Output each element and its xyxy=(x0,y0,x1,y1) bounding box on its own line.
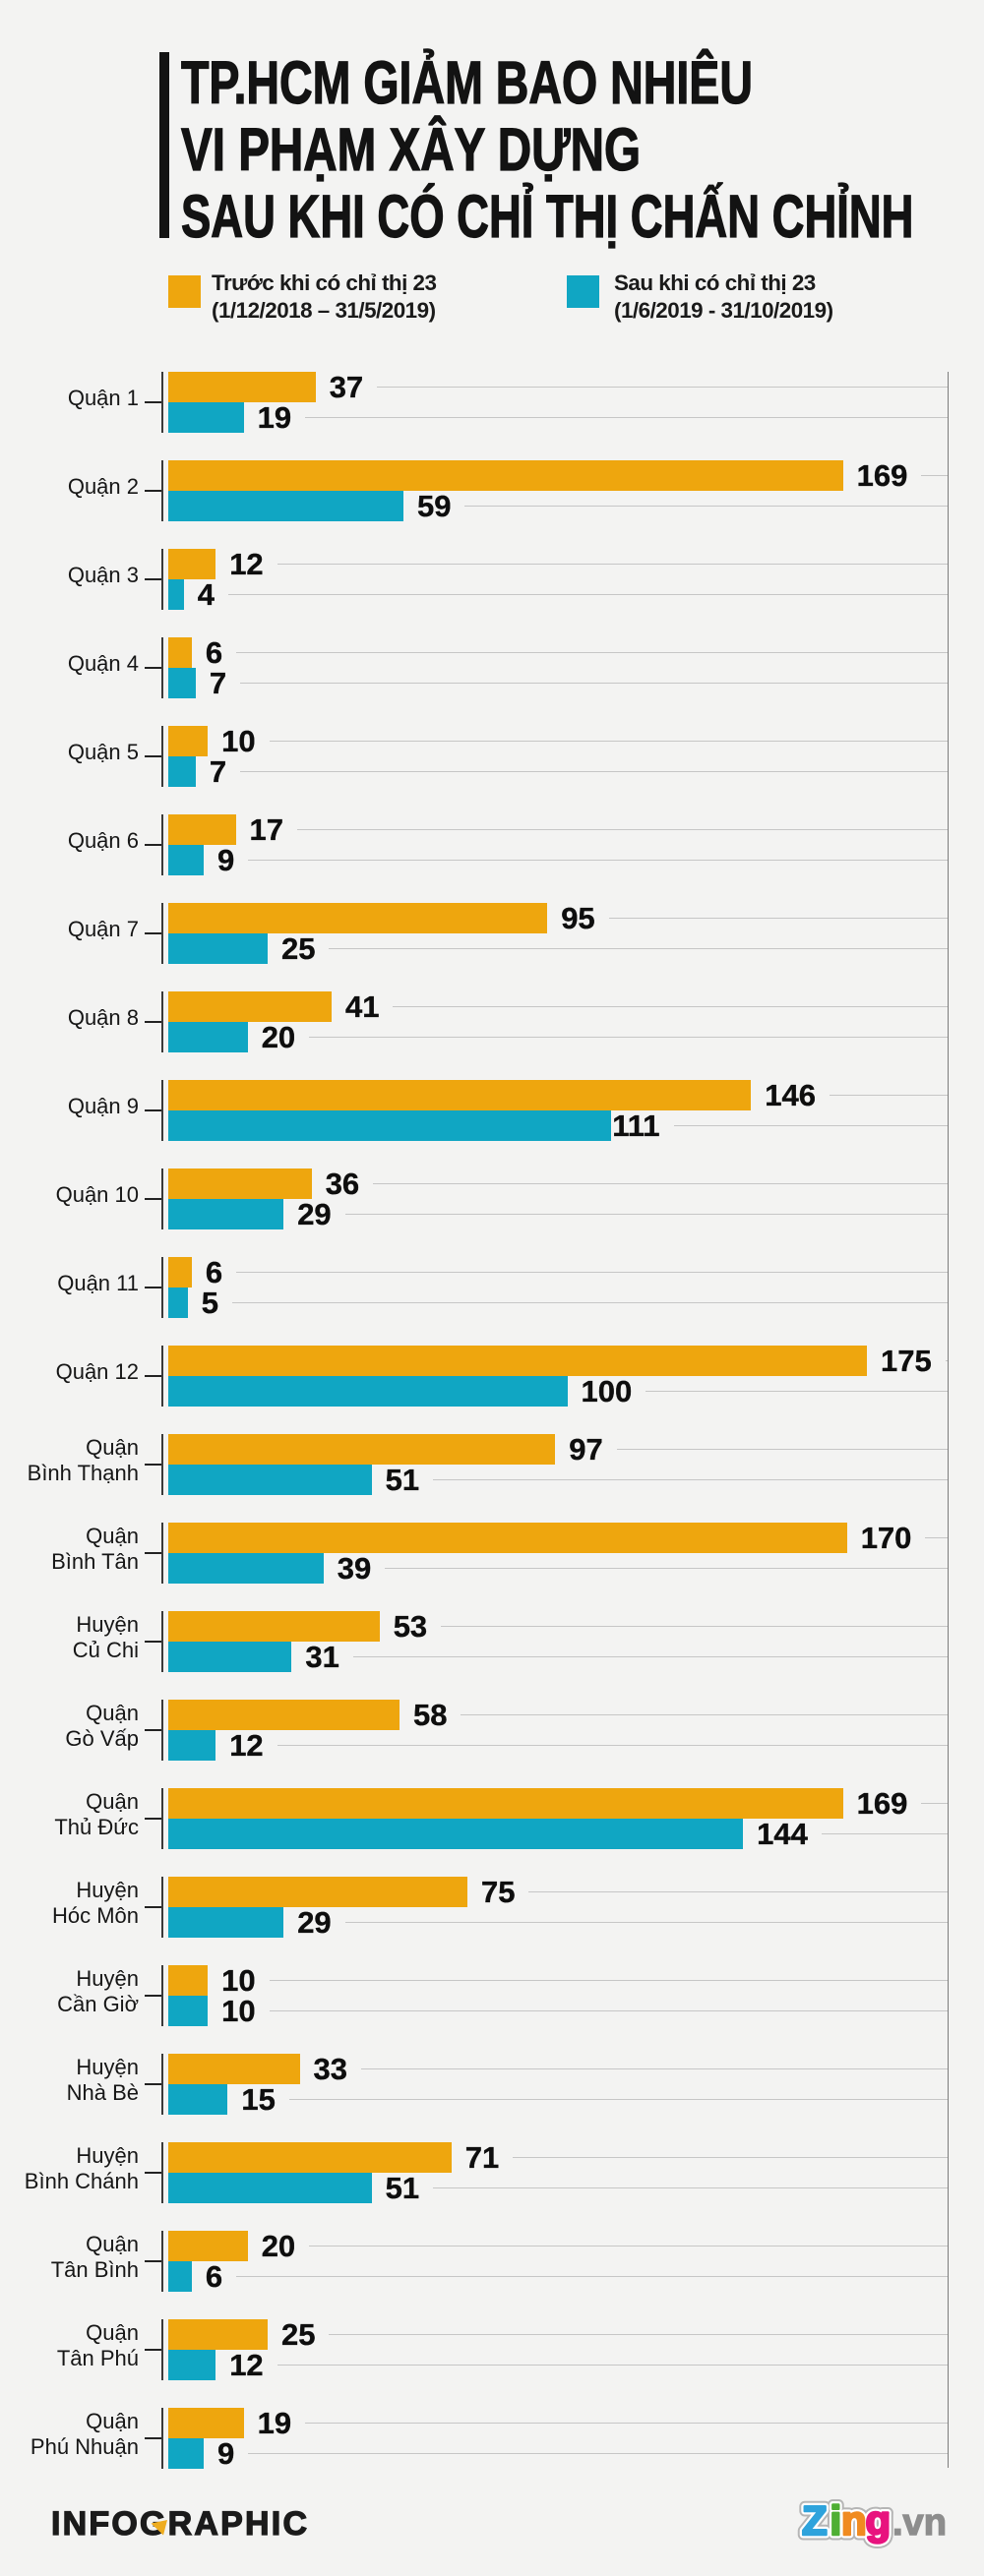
svg-text:g: g xyxy=(866,2497,892,2544)
svg-text:i: i xyxy=(830,2497,842,2544)
svg-text:g: g xyxy=(866,2497,892,2544)
svg-text:i: i xyxy=(830,2497,842,2544)
svg-text:Z: Z xyxy=(802,2497,828,2544)
svg-text:Z: Z xyxy=(802,2497,828,2544)
svg-text:i: i xyxy=(830,2497,842,2544)
svg-text:Z: Z xyxy=(802,2497,828,2544)
svg-text:.vn: .vn xyxy=(892,2502,947,2544)
svg-text:n: n xyxy=(841,2497,867,2544)
svg-text:n: n xyxy=(841,2497,867,2544)
svg-text:g: g xyxy=(866,2497,892,2544)
svg-text:n: n xyxy=(841,2497,867,2544)
